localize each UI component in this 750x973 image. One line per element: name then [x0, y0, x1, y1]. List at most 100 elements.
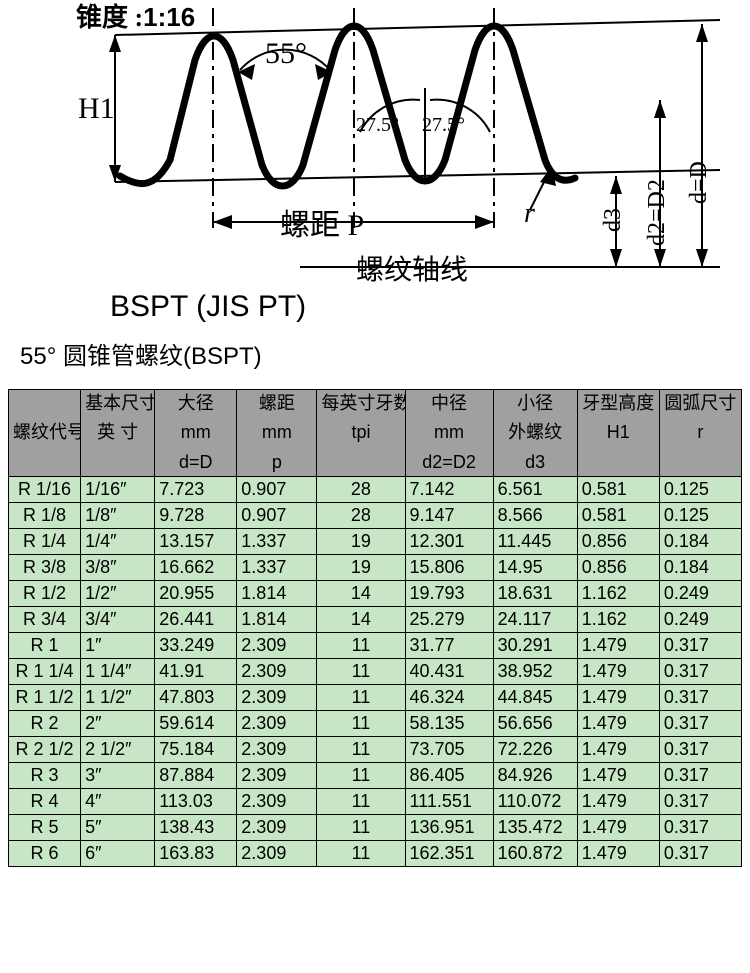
table-cell: 11 — [317, 659, 405, 685]
table-cell: 1/8″ — [81, 503, 155, 529]
table-cell: R 1 1/2 — [9, 685, 81, 711]
table-cell: R 1/2 — [9, 581, 81, 607]
table-cell: 8.566 — [493, 503, 577, 529]
table-cell: 11 — [317, 711, 405, 737]
col-head-pitch-d: 中径 mm d2=D2 — [405, 390, 493, 477]
table-cell: 25.279 — [405, 607, 493, 633]
table-row: R 11″33.2492.3091131.7730.2911.4790.317 — [9, 633, 742, 659]
table-cell: R 6 — [9, 841, 81, 867]
table-cell: 3/4″ — [81, 607, 155, 633]
table-cell: 160.872 — [493, 841, 577, 867]
table-cell: R 1 — [9, 633, 81, 659]
table-cell: 41.91 — [155, 659, 237, 685]
table-cell: 59.614 — [155, 711, 237, 737]
table-row: R 3/43/4″26.4411.8141425.27924.1171.1620… — [9, 607, 742, 633]
table-row: R 44″113.032.30911111.551110.0721.4790.3… — [9, 789, 742, 815]
table-cell: 0.184 — [659, 529, 741, 555]
table-cell: 40.431 — [405, 659, 493, 685]
table-cell: 6.561 — [493, 477, 577, 503]
table-cell: 0.125 — [659, 503, 741, 529]
table-cell: 47.803 — [155, 685, 237, 711]
table-cell: 33.249 — [155, 633, 237, 659]
table-cell: 2.309 — [237, 711, 317, 737]
table-cell: 0.317 — [659, 763, 741, 789]
taper-value: 1:16 — [143, 2, 195, 32]
table-cell: 84.926 — [493, 763, 577, 789]
table-cell: 2.309 — [237, 763, 317, 789]
col-head-code: 螺纹代号 — [9, 390, 81, 477]
table-row: R 1/81/8″9.7280.907289.1478.5660.5810.12… — [9, 503, 742, 529]
table-cell: 1/2″ — [81, 581, 155, 607]
table-cell: 1.479 — [577, 789, 659, 815]
table-cell: 0.317 — [659, 633, 741, 659]
table-cell: 1.337 — [237, 529, 317, 555]
table-cell: 72.226 — [493, 737, 577, 763]
col-head-minor-d: 小径 外螺纹 d3 — [493, 390, 577, 477]
table-row: R 1/21/2″20.9551.8141419.79318.6311.1620… — [9, 581, 742, 607]
table-cell: 18.631 — [493, 581, 577, 607]
angle-55-label: 55° — [265, 37, 307, 71]
table-cell: 26.441 — [155, 607, 237, 633]
thread-profile-diagram: 锥度 :1:16 55° H1 27.5° 27.5° 螺距 P r d3 d2… — [0, 0, 750, 330]
table-row: R 1/161/16″7.7230.907287.1426.5610.5810.… — [9, 477, 742, 503]
table-row: R 66″163.832.30911162.351160.8721.4790.3… — [9, 841, 742, 867]
table-cell: R 1/16 — [9, 477, 81, 503]
col-head-tpi: 每英寸牙数 tpi — [317, 390, 405, 477]
table-cell: R 2 — [9, 711, 81, 737]
table-cell: 111.551 — [405, 789, 493, 815]
r-label: r — [524, 198, 535, 230]
table-cell: 9.147 — [405, 503, 493, 529]
table-cell: R 5 — [9, 815, 81, 841]
table-cell: R 4 — [9, 789, 81, 815]
table-cell: R 3 — [9, 763, 81, 789]
table-cell: 14.95 — [493, 555, 577, 581]
col-head-size: 基本尺寸 英 寸 — [81, 390, 155, 477]
table-cell: 19.793 — [405, 581, 493, 607]
d3-label: d3 — [600, 208, 627, 232]
pitch-label: 螺距 P — [280, 200, 364, 244]
table-cell: 2.309 — [237, 659, 317, 685]
table-cell: 2.309 — [237, 737, 317, 763]
table-cell: 56.656 — [493, 711, 577, 737]
table-cell: 12.301 — [405, 529, 493, 555]
table-cell: 38.952 — [493, 659, 577, 685]
table-cell: 19 — [317, 529, 405, 555]
table-cell: 1/16″ — [81, 477, 155, 503]
table-cell: 86.405 — [405, 763, 493, 789]
table-cell: 87.884 — [155, 763, 237, 789]
table-cell: 58.135 — [405, 711, 493, 737]
table-cell: 0.317 — [659, 815, 741, 841]
table-cell: 0.581 — [577, 503, 659, 529]
table-cell: 0.856 — [577, 555, 659, 581]
table-cell: 1.162 — [577, 581, 659, 607]
table-cell: 14 — [317, 607, 405, 633]
table-cell: 1.479 — [577, 685, 659, 711]
table-cell: 30.291 — [493, 633, 577, 659]
table-header-row: 螺纹代号 基本尺寸 英 寸 大径 mm d=D 螺距 mm p — [9, 390, 742, 477]
table-cell: 6″ — [81, 841, 155, 867]
table-cell: 0.856 — [577, 529, 659, 555]
table-row: R 1 1/41 1/4″41.912.3091140.43138.9521.4… — [9, 659, 742, 685]
table-cell: 1.479 — [577, 815, 659, 841]
table-cell: 2.309 — [237, 685, 317, 711]
half-angle-right: 27.5° — [422, 114, 465, 137]
table-cell: 7.723 — [155, 477, 237, 503]
taper-label-prefix: 锥度 : — [76, 3, 143, 32]
table-row: R 1 1/21 1/2″47.8032.3091146.32444.8451.… — [9, 685, 742, 711]
table-cell: R 1/8 — [9, 503, 81, 529]
table-cell: 2.309 — [237, 633, 317, 659]
table-cell: R 2 1/2 — [9, 737, 81, 763]
col-head-pitch: 螺距 mm p — [237, 390, 317, 477]
table-cell: 5″ — [81, 815, 155, 841]
table-cell: 0.125 — [659, 477, 741, 503]
table-cell: 0.907 — [237, 477, 317, 503]
d-label: d=D — [686, 161, 713, 204]
table-cell: 0.317 — [659, 841, 741, 867]
table-cell: 1 1/2″ — [81, 685, 155, 711]
table-cell: 0.317 — [659, 659, 741, 685]
table-cell: 163.83 — [155, 841, 237, 867]
half-angle-left: 27.5° — [356, 114, 399, 137]
table-row: R 22″59.6142.3091158.13556.6561.4790.317 — [9, 711, 742, 737]
table-cell: 0.317 — [659, 685, 741, 711]
table-cell: 2 1/2″ — [81, 737, 155, 763]
